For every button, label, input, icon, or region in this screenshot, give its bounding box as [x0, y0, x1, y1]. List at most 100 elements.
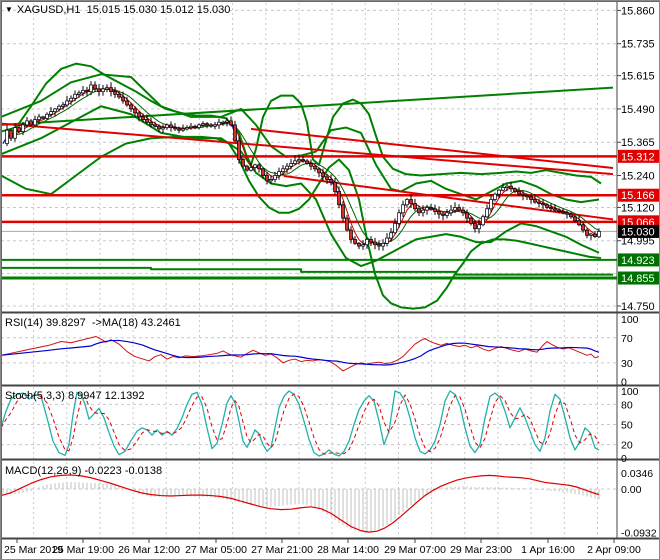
symbol-dropdown-icon[interactable]: ▼	[5, 5, 13, 14]
candle	[381, 243, 385, 247]
candle	[65, 100, 69, 106]
candle	[269, 179, 273, 182]
candle	[565, 212, 569, 215]
bollinger-lower	[1, 105, 600, 268]
candle	[585, 229, 589, 236]
stoch-scale-label: 20	[621, 440, 633, 452]
stoch-scale-label: 80	[621, 399, 633, 411]
candle	[325, 176, 329, 180]
candle	[105, 87, 109, 90]
candle	[241, 159, 245, 167]
candle	[293, 160, 297, 164]
candle	[373, 241, 377, 246]
candle	[261, 168, 265, 176]
symbol-title: XAGUSD,H1 15.015 15.030 15.012 15.030	[16, 4, 231, 16]
candle	[297, 159, 301, 162]
candle	[193, 125, 197, 128]
time-axis-label: 29 Mar 07:00	[384, 544, 446, 556]
candle	[481, 216, 485, 226]
candle	[277, 171, 281, 176]
candle	[229, 120, 233, 126]
slow-band-upper	[1, 62, 602, 185]
candle	[521, 193, 525, 196]
candle	[405, 199, 409, 206]
price-axis-label: 14.995	[621, 236, 655, 248]
candle	[597, 231, 601, 238]
candle	[221, 121, 225, 124]
price-badge-label: 15.166	[621, 190, 655, 202]
candle	[273, 175, 277, 180]
candle	[533, 199, 537, 203]
price-axis-label: 15.120	[621, 202, 655, 214]
candle	[181, 128, 185, 131]
candle	[149, 121, 153, 126]
candle	[121, 96, 125, 102]
candle	[429, 207, 433, 210]
candle	[385, 237, 389, 244]
candle	[41, 116, 45, 119]
candle	[397, 212, 401, 224]
candle	[537, 201, 541, 204]
candle	[509, 185, 513, 190]
rsi-scale-label: 30	[621, 358, 633, 370]
candle	[345, 217, 349, 231]
candle	[553, 208, 557, 211]
candle	[549, 207, 553, 210]
candle	[81, 89, 85, 94]
candle	[245, 165, 249, 171]
candle	[317, 168, 321, 174]
candle	[309, 163, 313, 167]
candle	[541, 203, 545, 206]
candle	[569, 213, 573, 218]
price-axis-label: 14.750	[621, 301, 655, 313]
candle	[433, 208, 437, 212]
candle	[573, 216, 577, 222]
candle	[185, 127, 189, 130]
candle	[69, 97, 73, 102]
candle	[21, 124, 25, 132]
price-axis-label: 15.490	[621, 104, 655, 116]
candle	[593, 233, 597, 238]
candle	[133, 108, 137, 114]
candle	[189, 125, 193, 128]
candle	[169, 124, 173, 128]
candle	[73, 93, 77, 99]
macd-scale-label: -0.0932	[621, 528, 657, 540]
candle	[237, 140, 241, 160]
candle	[473, 223, 477, 230]
stoch-scale-label: 100	[621, 386, 639, 398]
macd-scale-label: 0.0346	[621, 468, 653, 480]
candle	[321, 172, 325, 178]
candle	[217, 121, 221, 126]
candle	[141, 116, 145, 120]
slow-band-lower	[1, 135, 602, 310]
candle	[281, 168, 285, 172]
falling-red-trendline	[1, 122, 614, 176]
candle	[329, 179, 333, 183]
candle	[417, 208, 421, 214]
candle	[445, 212, 449, 216]
candle	[137, 112, 141, 118]
candle	[313, 165, 317, 170]
candle	[465, 212, 469, 219]
price-axis-label: 15.735	[621, 39, 655, 51]
candle	[213, 124, 217, 127]
candle	[157, 125, 161, 130]
price-axis-label: 15.615	[621, 71, 655, 83]
candle	[129, 104, 133, 110]
candle	[497, 189, 501, 195]
candle	[161, 127, 165, 130]
candle	[469, 217, 473, 224]
rsi-ma-line	[1, 339, 600, 366]
candle	[61, 104, 65, 107]
candle	[17, 127, 21, 132]
price-badge	[618, 224, 659, 238]
candle	[25, 120, 29, 126]
candle	[257, 164, 261, 170]
rsi-indicator-label: RSI(14) 39.8297 ->MA(18) 43.2461	[5, 317, 181, 329]
candle	[413, 203, 417, 210]
candle	[357, 243, 361, 247]
stoch-indicator-label: Stoch(5,3,3) 8.9947 12.1392	[5, 390, 145, 402]
